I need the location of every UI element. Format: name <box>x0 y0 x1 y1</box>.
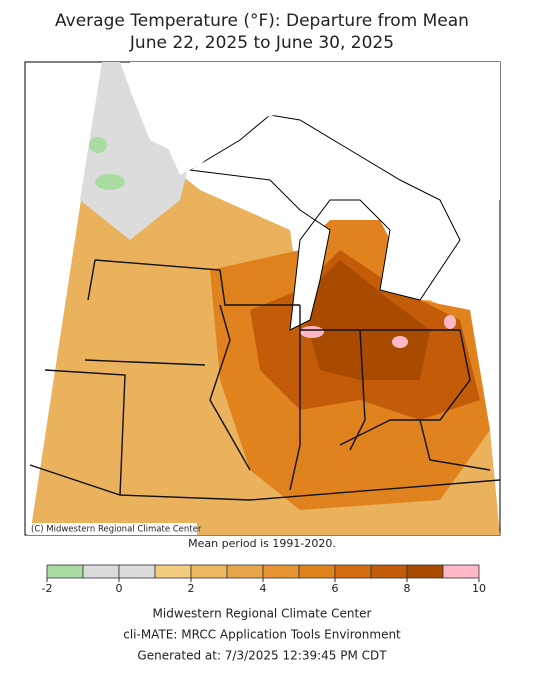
color-box <box>118 564 156 579</box>
tick-label: 6 <box>332 582 339 595</box>
color-box <box>262 564 300 579</box>
footer-line: cli-MATE: MRCC Application Tools Environ… <box>123 628 401 642</box>
color-box <box>190 564 228 579</box>
tick-label: -2 <box>42 582 53 595</box>
color-box <box>226 564 264 579</box>
region <box>89 137 107 153</box>
region <box>392 336 408 348</box>
tick-label: 2 <box>188 582 195 595</box>
state-lines <box>29 259 501 501</box>
region <box>444 315 456 329</box>
region <box>95 174 125 190</box>
color-box <box>154 564 192 579</box>
region <box>300 260 430 380</box>
tick-label: 0 <box>116 582 123 595</box>
region <box>300 326 324 338</box>
colorbar: -2 0 2 4 6 8 10 <box>42 564 486 595</box>
color-box <box>82 564 120 579</box>
mean-period: Mean period is 1991-2020. <box>188 537 336 550</box>
title-line: June 22, 2025 to June 30, 2025 <box>129 33 394 53</box>
canada <box>130 62 500 200</box>
title-line: Average Temperature (°F): Departure from… <box>55 11 469 31</box>
footer-line: Generated at: 7/3/2025 12:39:45 PM CDT <box>137 649 387 663</box>
tick-label: 4 <box>260 582 267 595</box>
color-box <box>442 564 480 579</box>
color-box <box>406 564 444 579</box>
lakes <box>188 114 461 331</box>
color-box <box>370 564 408 579</box>
tick-label: 10 <box>472 582 486 595</box>
map: (C) Midwestern Regional Climate Center <box>24 61 501 536</box>
footer-line: Midwestern Regional Climate Center <box>153 607 372 621</box>
color-box <box>298 564 336 579</box>
color-box <box>46 564 84 579</box>
region <box>80 62 190 240</box>
color-box <box>334 564 372 579</box>
copyright-box <box>27 523 197 535</box>
tick-label: 8 <box>404 582 411 595</box>
copyright: (C) Midwestern Regional Climate Center <box>31 525 202 535</box>
